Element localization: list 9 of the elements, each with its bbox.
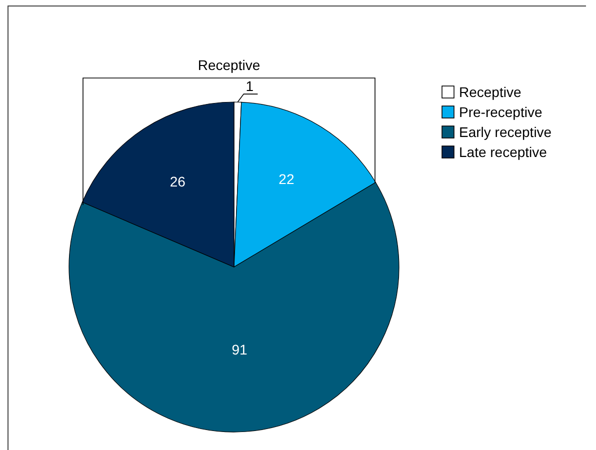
text: Receptive — [198, 57, 260, 73]
legend-label: Early receptive — [459, 124, 552, 140]
data-label: 91 — [232, 341, 248, 358]
legend-label: Late receptive — [459, 144, 548, 160]
legend-label: Pre-receptive — [459, 104, 542, 120]
data-label: 1 — [246, 78, 254, 94]
data-label: 26 — [170, 174, 186, 190]
legend-label: Receptive — [459, 84, 522, 100]
data-label: 22 — [278, 171, 294, 188]
